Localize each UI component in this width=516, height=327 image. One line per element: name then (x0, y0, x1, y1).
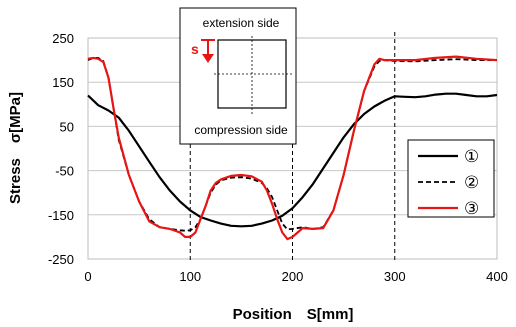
y-tick-label-4: -150 (48, 208, 74, 223)
s-arrow-head (202, 54, 214, 63)
x-tick-label-4: 400 (486, 269, 508, 284)
legend-label-3: ③ (464, 199, 479, 219)
x-tick-label-3: 300 (384, 269, 406, 284)
x-tick-label-0: 0 (84, 269, 91, 284)
series-line-1 (87, 92, 498, 228)
s-arrow-label: s (191, 41, 199, 57)
series-line-3 (87, 55, 498, 241)
y-tick-label-5: -250 (48, 252, 74, 267)
x-tick-label-2: 200 (282, 269, 304, 284)
inset-diagram: extension side s compression side (179, 7, 297, 145)
y-tick-label-2: 50 (60, 119, 74, 134)
y-tick-label-3: -50 (55, 164, 74, 179)
series-lines (87, 55, 498, 241)
y-tick-label-0: 250 (52, 31, 74, 46)
legend-label-1: ① (464, 147, 479, 167)
inset-frame (179, 7, 297, 145)
x-tick-label-1: 100 (179, 269, 201, 284)
y-axis-title: Stress σ[MPa] (7, 92, 24, 204)
y-tick-label-1: 150 (52, 75, 74, 90)
legend-items: ① ② ③ (418, 147, 479, 219)
tick-labels: 250 150 50 -50 -150 -250 0 100 200 300 400 (48, 31, 508, 284)
inset-top-label: extension side (203, 16, 280, 30)
legend-label-2: ② (464, 173, 479, 193)
legend: ① ② ③ (407, 139, 495, 219)
inset-bottom-label: compression side (194, 123, 288, 137)
x-axis-title: Position S[mm] (233, 306, 354, 323)
legend-box (407, 139, 495, 218)
